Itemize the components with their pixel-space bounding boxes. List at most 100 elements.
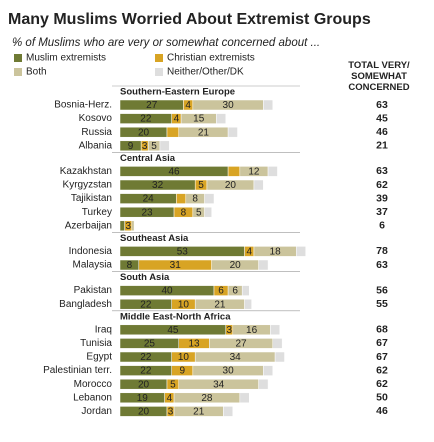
bar-segment — [270, 324, 281, 336]
bar-segment — [159, 140, 170, 152]
totals-header: TOTAL VERY/ SOMEWHAT CONCERNED — [348, 60, 410, 93]
total-label: 46 — [376, 126, 388, 138]
value-label: 21 — [193, 407, 205, 418]
value-label: 34 — [230, 352, 242, 363]
group-header: Middle East-North Africa — [120, 311, 231, 322]
bar-segment — [272, 338, 283, 349]
bar-segment — [263, 99, 274, 111]
total-label: 50 — [376, 392, 388, 404]
total-label: 46 — [376, 405, 388, 417]
value-label: 21 — [198, 127, 210, 138]
bar-segment — [253, 179, 264, 191]
value-label: 4 — [246, 247, 252, 258]
value-label: 20 — [225, 180, 237, 191]
group-header: Southeast Asia — [120, 233, 189, 244]
bar-segment — [223, 406, 234, 417]
value-label: 9 — [128, 141, 134, 152]
category-label: Tajikistan — [71, 193, 112, 204]
bar-segment — [241, 285, 250, 296]
category-label: Kyrgyzstan — [63, 180, 112, 191]
group-header: Central Asia — [120, 153, 176, 164]
value-label: 9 — [179, 366, 185, 377]
value-label: 23 — [141, 207, 153, 218]
value-label: 8 — [192, 194, 198, 205]
value-label: 15 — [193, 114, 205, 125]
category-label: Kosovo — [79, 113, 113, 124]
value-label: 5 — [198, 180, 204, 191]
value-label: 4 — [185, 100, 191, 111]
value-label: 21 — [214, 299, 226, 310]
legend-label: Both — [26, 67, 47, 78]
value-label: 19 — [137, 393, 149, 404]
bar-segment — [166, 126, 179, 138]
value-label: 4 — [174, 114, 180, 125]
value-label: 20 — [138, 127, 150, 138]
value-label: 5 — [151, 141, 157, 152]
legend-label: Neither/Other/DK — [167, 67, 244, 78]
value-label: 8 — [181, 207, 187, 218]
legend-swatch — [14, 54, 22, 62]
bar-segment — [216, 113, 227, 124]
value-label: 22 — [140, 114, 152, 125]
value-label: 30 — [223, 366, 235, 377]
bar-segment — [274, 351, 285, 363]
value-label: 22 — [140, 299, 152, 310]
bar-segment — [204, 206, 212, 218]
value-label: 53 — [177, 247, 189, 258]
bar-segment — [119, 220, 125, 232]
chart-title: Many Muslims Worried About Extremist Gro… — [8, 11, 371, 28]
total-label: 62 — [376, 378, 388, 390]
category-label: Tunisia — [80, 338, 112, 349]
value-label: 40 — [161, 286, 173, 297]
total-label: 55 — [376, 298, 388, 310]
value-label: 45 — [167, 325, 179, 336]
value-label: 3 — [142, 141, 148, 152]
total-label: 62 — [376, 179, 388, 191]
total-label: 67 — [376, 337, 388, 349]
category-label: Egypt — [86, 352, 112, 363]
value-label: 3 — [226, 325, 232, 336]
category-label: Turkey — [82, 207, 112, 218]
category-label: Kazakhstan — [60, 166, 112, 177]
legend-swatch — [155, 54, 163, 62]
bar-segment — [267, 166, 278, 177]
category-label: Malaysia — [73, 260, 113, 271]
value-label: 32 — [152, 180, 164, 191]
value-label: 46 — [168, 167, 180, 178]
category-label: Iraq — [95, 324, 112, 335]
value-label: 5 — [170, 379, 176, 390]
value-label: 10 — [178, 299, 190, 310]
bar-segment — [244, 298, 252, 310]
value-label: 27 — [235, 339, 247, 350]
bar-segment — [204, 193, 215, 204]
value-label: 24 — [143, 194, 155, 205]
bar-segment — [176, 193, 187, 204]
total-label: 78 — [376, 245, 388, 257]
total-label: 56 — [376, 284, 388, 296]
value-label: 4 — [167, 393, 173, 404]
category-label: Russia — [81, 127, 112, 138]
bar-segment — [263, 365, 274, 376]
category-label: Bangladesh — [59, 299, 112, 310]
category-label: Palestinian terr. — [43, 365, 112, 376]
category-label: Lebanon — [73, 392, 112, 403]
value-label: 34 — [213, 379, 225, 390]
value-label: 20 — [230, 260, 242, 271]
group-header: Southern-Eastern Europe — [120, 87, 235, 98]
bar-segment — [227, 126, 238, 138]
bar-segment — [258, 378, 269, 390]
bar-segment — [296, 246, 306, 257]
value-label: 22 — [140, 352, 152, 363]
value-label: 27 — [146, 100, 158, 111]
bar-segment — [239, 392, 250, 404]
bar-segment — [131, 220, 135, 232]
value-label: 25 — [144, 339, 156, 350]
value-label: 3 — [168, 407, 174, 418]
value-label: 31 — [170, 260, 182, 271]
value-label: 6 — [232, 286, 238, 297]
group-header: South Asia — [120, 272, 170, 283]
legend-swatch — [155, 68, 163, 76]
value-label: 13 — [188, 339, 200, 350]
